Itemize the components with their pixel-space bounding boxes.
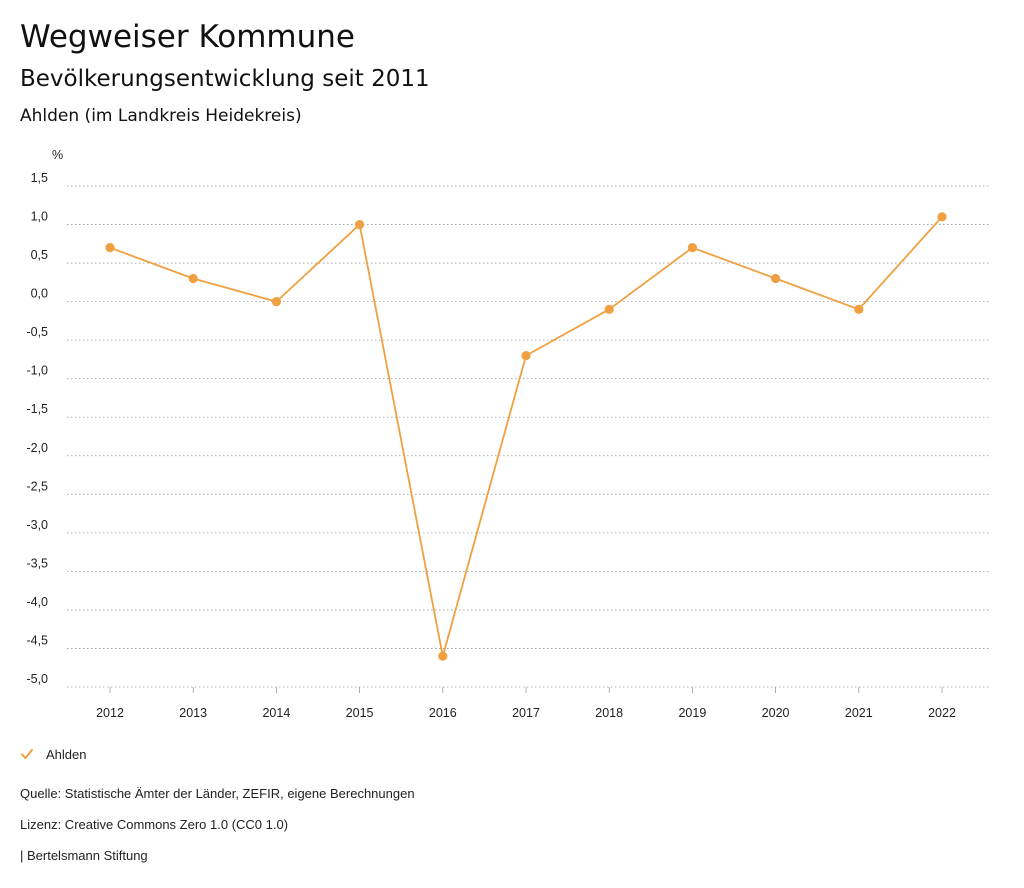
- y-tick-label: 1,5: [31, 171, 48, 185]
- data-point: [188, 273, 198, 284]
- chart-title: Wegweiser Kommune: [20, 19, 355, 55]
- x-tick-label: 2016: [429, 706, 457, 720]
- y-axis-unit-label: %: [52, 148, 63, 162]
- y-tick-label: 1,0: [31, 210, 48, 224]
- series-line-ahlden: [109, 216, 943, 658]
- y-tick-label: -5,0: [26, 672, 48, 686]
- x-tick-label: 2019: [678, 706, 706, 720]
- data-point: [271, 297, 281, 307]
- data-point: [355, 219, 365, 230]
- chart-subtitle: Bevölkerungsentwicklung seit 2011: [20, 66, 430, 92]
- data-point: [438, 651, 448, 661]
- data-point: [771, 273, 781, 284]
- y-tick-label: -0,5: [26, 325, 48, 339]
- data-point: [687, 243, 698, 253]
- data-point: [937, 212, 947, 222]
- data-point: [854, 304, 864, 314]
- x-tick-label: 2012: [96, 706, 124, 720]
- y-tick-label: -1,5: [26, 402, 48, 416]
- y-tick-label: 0,0: [31, 287, 48, 301]
- publisher-note: | Bertelsmann Stiftung: [20, 848, 148, 863]
- y-tick-label: -2,0: [26, 441, 48, 455]
- x-tick-label: 2013: [179, 706, 207, 720]
- y-tick-label: -1,0: [26, 364, 48, 378]
- x-tick-label: 2021: [845, 706, 873, 720]
- x-tick-label: 2015: [346, 706, 374, 720]
- y-tick-label: -3,5: [26, 556, 48, 570]
- y-tick-label: 0,5: [31, 248, 48, 262]
- data-point: [521, 350, 531, 361]
- x-tick-label: 2020: [762, 706, 790, 720]
- check-icon: [21, 749, 33, 759]
- x-tick-label: 2017: [512, 706, 540, 720]
- data-point: [604, 304, 614, 314]
- legend[interactable]: Ahlden: [20, 744, 86, 764]
- x-tick-label: 2022: [928, 706, 956, 720]
- region-label: Ahlden (im Landkreis Heidekreis): [20, 106, 302, 126]
- y-tick-label: -4,5: [26, 633, 48, 647]
- y-tick-label: -3,0: [26, 518, 48, 532]
- y-tick-label: -4,0: [26, 595, 48, 609]
- x-tick-label: 2014: [262, 706, 290, 720]
- x-tick-label: 2018: [595, 706, 623, 720]
- data-point: [105, 243, 115, 253]
- legend-label-ahlden: Ahlden: [46, 746, 87, 762]
- license-note: Lizenz: Creative Commons Zero 1.0 (CC0 1…: [20, 817, 289, 832]
- y-tick-label: -2,5: [26, 479, 48, 493]
- source-note: Quelle: Statistische Ämter der Länder, Z…: [20, 786, 415, 801]
- line-chart: % 1,5 1,0 0,5 0,0 -0,5 -1,0 -1,5 -2,0 -2,5 -3,0 -3,…: [26, 148, 990, 720]
